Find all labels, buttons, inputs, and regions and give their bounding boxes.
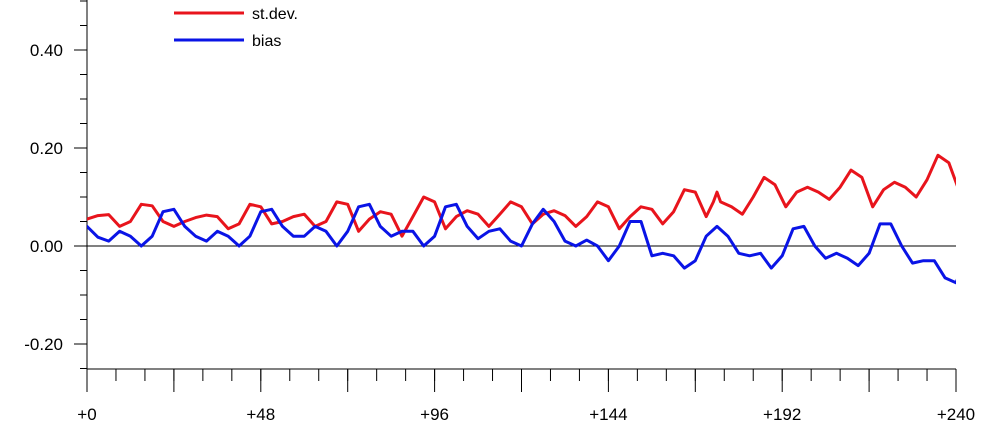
- x-tick-label: +240: [937, 405, 975, 423]
- y-tick-label: 0.20: [30, 139, 63, 158]
- legend: st.dev. bias: [174, 6, 298, 50]
- x-tick-label: +96: [420, 405, 449, 423]
- series-line-bias: [87, 202, 956, 285]
- x-tick-label: +144: [589, 405, 627, 423]
- x-tick-label: +48: [246, 405, 275, 423]
- x-tick-label: +0: [77, 405, 96, 423]
- x-tick-label: +192: [763, 405, 801, 423]
- series-line-stdev: [87, 153, 956, 238]
- axes: 0.40 0.20 0.00 -0.20 +0 +48 +96 +144 +192 +240: [24, 0, 975, 423]
- legend-label-1: bias: [252, 33, 281, 50]
- y-tick-label: -0.20: [24, 335, 63, 354]
- legend-label-0: st.dev.: [252, 6, 298, 23]
- series-layer: [87, 153, 956, 285]
- y-tick-label: 0.40: [30, 41, 63, 60]
- y-tick-label: 0.00: [30, 237, 63, 256]
